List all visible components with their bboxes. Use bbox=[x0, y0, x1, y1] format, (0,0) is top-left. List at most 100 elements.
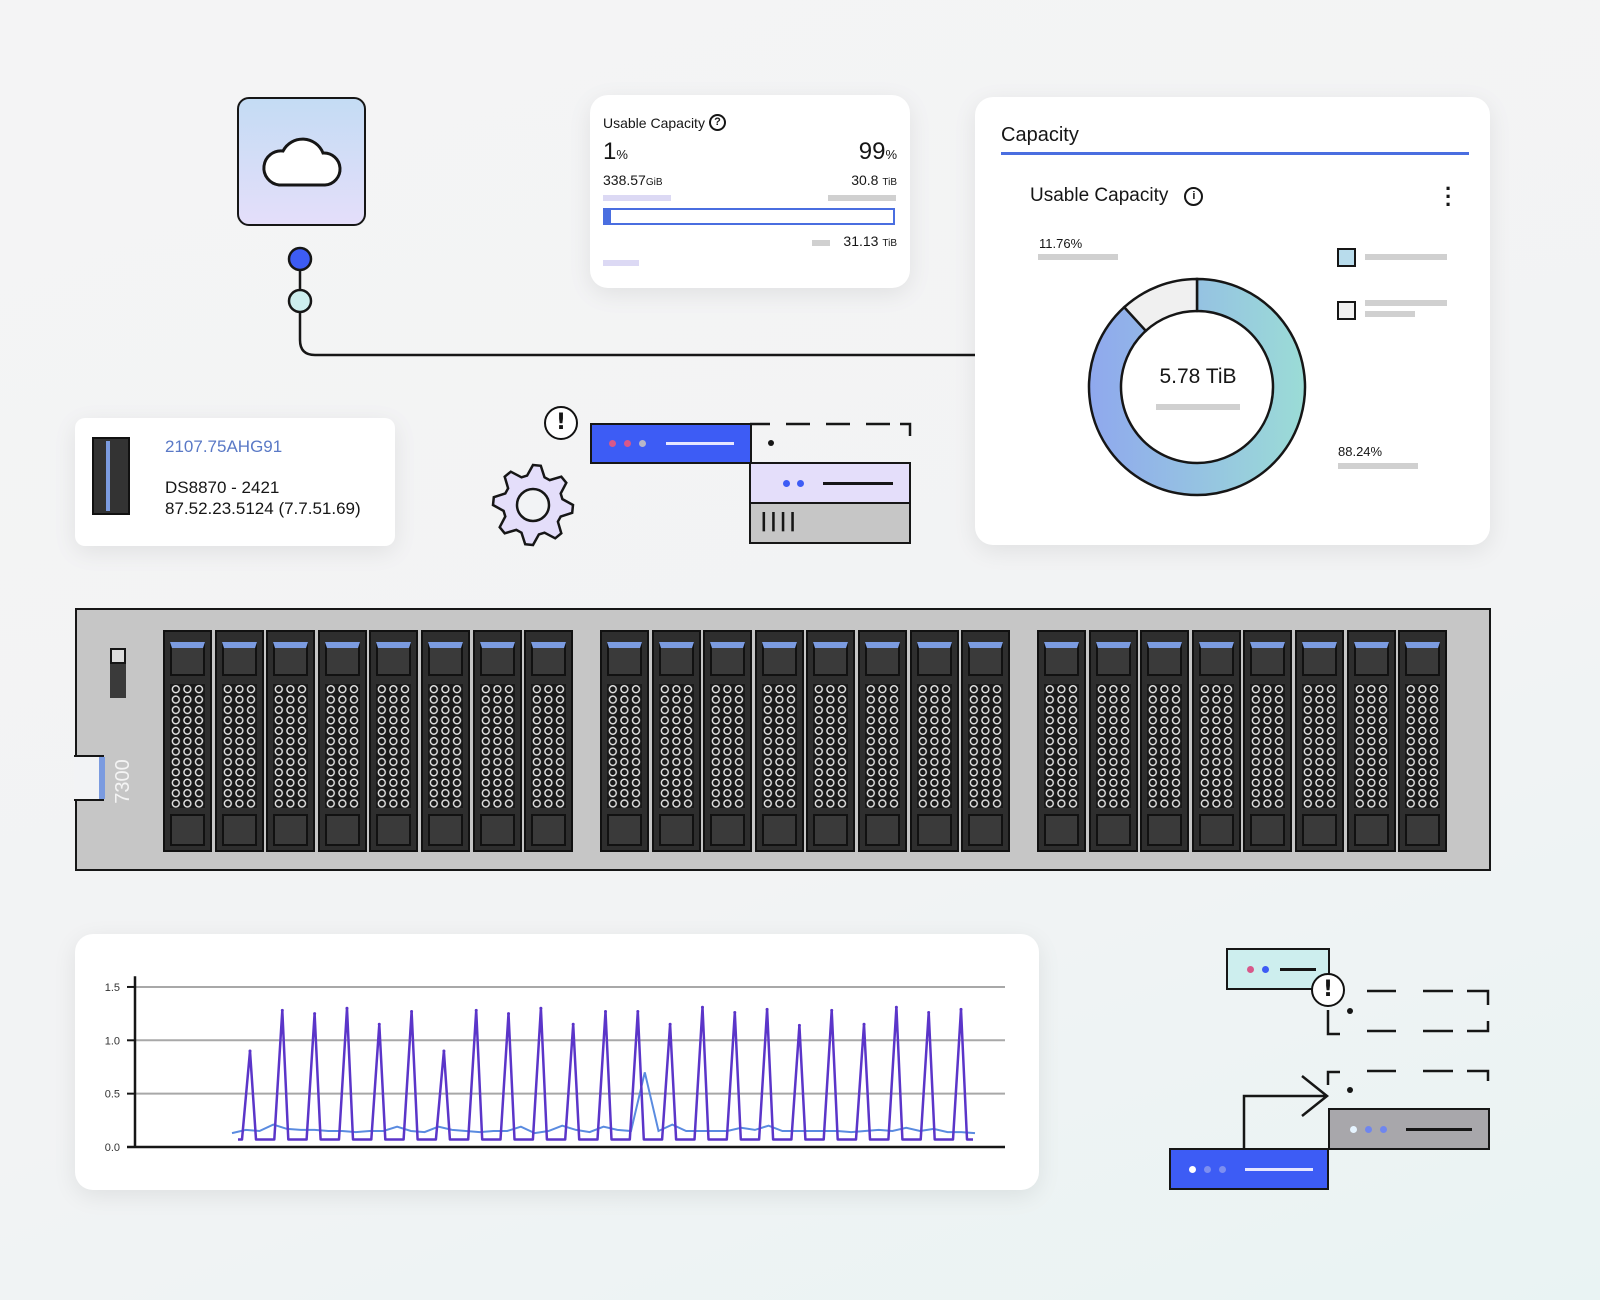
peak-point bbox=[539, 1006, 543, 1010]
server-unit-grey bbox=[1328, 1108, 1490, 1150]
storage-rack[interactable]: 7300 bbox=[74, 608, 1491, 871]
drive-bay[interactable] bbox=[909, 630, 959, 852]
series-line-primary bbox=[238, 1005, 973, 1141]
total-amount: 31.13 bbox=[843, 233, 879, 249]
drive-latch[interactable] bbox=[324, 814, 360, 846]
drive-status-led bbox=[607, 642, 642, 676]
drive-bay[interactable] bbox=[703, 630, 753, 852]
info-circle-icon[interactable]: i bbox=[1184, 186, 1204, 206]
capacity-progress-bar bbox=[603, 208, 895, 225]
drive-bay[interactable] bbox=[1140, 630, 1190, 852]
drive-latch[interactable] bbox=[710, 814, 746, 846]
used-percent: 1 bbox=[603, 138, 617, 165]
drive-status-led bbox=[1250, 642, 1286, 676]
drive-status-led bbox=[813, 642, 849, 676]
peak-point bbox=[765, 1007, 769, 1011]
drive-vent-grille bbox=[273, 684, 309, 808]
drive-bay[interactable] bbox=[961, 630, 1011, 852]
free-amount: 30.8 bbox=[851, 172, 879, 188]
drive-vent-grille bbox=[1044, 684, 1079, 808]
drive-latch[interactable] bbox=[761, 814, 797, 846]
drive-latch[interactable] bbox=[865, 814, 900, 846]
cloud-icon bbox=[262, 137, 342, 187]
drive-latch[interactable] bbox=[221, 814, 257, 846]
gear-icon bbox=[491, 463, 575, 547]
percent-unit: % bbox=[616, 147, 628, 162]
drive-bay[interactable] bbox=[1243, 630, 1293, 852]
drive-latch[interactable] bbox=[273, 814, 309, 846]
drive-bay[interactable] bbox=[858, 630, 907, 852]
question-circle-icon[interactable]: ? bbox=[708, 114, 726, 131]
tab-capacity[interactable]: Capacity bbox=[1001, 124, 1079, 146]
drive-latch[interactable] bbox=[1044, 814, 1079, 846]
device-card[interactable]: 2107.75AHG91 DS8870 - 2421 87.52.23.5124… bbox=[75, 418, 395, 546]
peak-point bbox=[410, 1009, 414, 1013]
drive-status-led bbox=[479, 642, 515, 676]
drive-status-led bbox=[170, 642, 205, 676]
drive-bay[interactable] bbox=[472, 630, 522, 852]
drive-bay[interactable] bbox=[754, 630, 804, 852]
drive-latch[interactable] bbox=[428, 814, 463, 846]
drive-status-led bbox=[1095, 642, 1131, 676]
device-model: DS8870 - 2421 bbox=[165, 478, 280, 497]
drive-latch[interactable] bbox=[916, 814, 952, 846]
drive-status-led bbox=[710, 642, 746, 676]
device-id[interactable]: 2107.75AHG91 bbox=[165, 437, 283, 456]
usable-capacity-card: Usable Capacity ? 1% 99% 338.57GiB 30.8 … bbox=[590, 95, 910, 288]
drive-latch[interactable] bbox=[1353, 814, 1389, 846]
drive-vent-grille bbox=[813, 684, 849, 808]
peak-point bbox=[927, 1011, 931, 1015]
drive-latch[interactable] bbox=[968, 814, 1004, 846]
drive-bay[interactable] bbox=[1346, 630, 1396, 852]
drive-bay[interactable] bbox=[369, 630, 419, 852]
drive-bay[interactable] bbox=[214, 630, 264, 852]
drive-latch[interactable] bbox=[1250, 814, 1286, 846]
drive-bay[interactable] bbox=[600, 630, 649, 852]
overflow-menu-vertical-icon[interactable]: · · · bbox=[1445, 176, 1453, 217]
drive-bay[interactable] bbox=[163, 630, 212, 852]
drive-latch[interactable] bbox=[479, 814, 515, 846]
drive-latch[interactable] bbox=[376, 814, 412, 846]
donut-chart bbox=[1087, 277, 1307, 497]
drive-latch[interactable] bbox=[1095, 814, 1131, 846]
drive-status-led bbox=[1044, 642, 1079, 676]
amount-unit: TiB bbox=[882, 238, 897, 249]
percent-unit: % bbox=[885, 147, 897, 162]
drive-latch[interactable] bbox=[1147, 814, 1183, 846]
drive-bay[interactable] bbox=[421, 630, 470, 852]
donut-center-value: 5.78 TiB bbox=[1159, 365, 1237, 388]
drive-latch[interactable] bbox=[813, 814, 849, 846]
drive-bay[interactable] bbox=[266, 630, 316, 852]
drive-vent-grille bbox=[479, 684, 515, 808]
drive-latch[interactable] bbox=[170, 814, 205, 846]
drive-latch[interactable] bbox=[531, 814, 567, 846]
drive-bay[interactable] bbox=[651, 630, 701, 852]
drive-bay[interactable] bbox=[1037, 630, 1086, 852]
drive-vent-grille bbox=[1405, 684, 1441, 808]
drive-bay[interactable] bbox=[317, 630, 367, 852]
label-small-slice: 11.76% bbox=[1039, 236, 1083, 251]
drive-status-led bbox=[376, 642, 412, 676]
drive-vent-grille bbox=[865, 684, 900, 808]
drive-latch[interactable] bbox=[1198, 814, 1234, 846]
used-amount: 338.57 bbox=[603, 172, 646, 188]
drive-latch[interactable] bbox=[607, 814, 642, 846]
free-percent: 99 bbox=[858, 138, 886, 165]
drive-bay[interactable] bbox=[524, 630, 574, 852]
legend-swatch-free bbox=[1337, 301, 1356, 320]
drive-bay[interactable] bbox=[1398, 630, 1448, 852]
drive-bay[interactable] bbox=[806, 630, 856, 852]
drive-bay[interactable] bbox=[1191, 630, 1241, 852]
drive-latch[interactable] bbox=[1302, 814, 1337, 846]
capacity-card: Capacity Usable Capacity i · · · 11.76% 88… bbox=[975, 97, 1490, 545]
server-unit-grey: |||| bbox=[749, 502, 911, 544]
drive-bay[interactable] bbox=[1088, 630, 1138, 852]
drive-latch[interactable] bbox=[658, 814, 694, 846]
drive-status-led bbox=[1198, 642, 1234, 676]
drive-bay[interactable] bbox=[1295, 630, 1344, 852]
drive-status-led bbox=[761, 642, 797, 676]
drive-latch[interactable] bbox=[1405, 814, 1441, 846]
peak-point bbox=[377, 1022, 381, 1026]
drive-vent-grille bbox=[221, 684, 257, 808]
cloud-tile[interactable] bbox=[237, 97, 366, 226]
